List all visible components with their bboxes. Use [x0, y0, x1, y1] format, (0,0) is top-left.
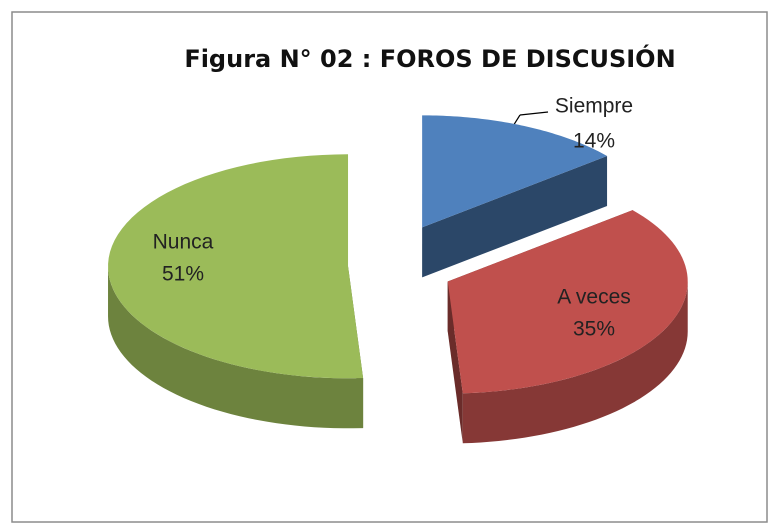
- slice-side: [422, 155, 608, 278]
- slice-value-label: 35%: [573, 318, 615, 341]
- slice-wall: [108, 266, 364, 429]
- slice-side: [447, 281, 463, 444]
- slice-top: [422, 115, 608, 228]
- slice-top: [108, 154, 364, 379]
- pie-slice: [108, 154, 364, 429]
- slice-label: Siempre: [555, 95, 633, 118]
- pie-slice: [422, 115, 608, 278]
- leader-line: [519, 111, 549, 116]
- slice-value-label: 14%: [573, 130, 615, 153]
- chart-title: Figura N° 02 : FOROS DE DISCUSIÓN: [184, 43, 675, 73]
- slice-label: Nunca: [153, 231, 214, 254]
- slice-top: [447, 210, 688, 394]
- slice-value-label: 51%: [162, 263, 204, 286]
- pie-slice: [447, 210, 688, 444]
- slice-label: A veces: [557, 286, 631, 309]
- slice-wall: [462, 281, 688, 444]
